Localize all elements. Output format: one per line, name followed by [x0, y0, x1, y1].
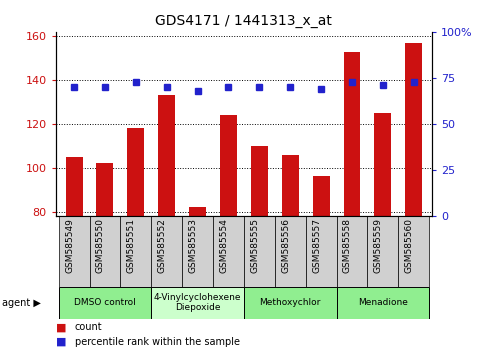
Text: GSM585558: GSM585558	[343, 218, 352, 273]
Bar	[89, 216, 120, 287]
Bar	[374, 113, 391, 216]
Bar	[66, 157, 83, 216]
Text: GSM585560: GSM585560	[405, 218, 414, 273]
Bar	[313, 177, 329, 216]
Text: ■: ■	[56, 322, 66, 332]
Text: GSM585552: GSM585552	[158, 218, 167, 273]
Bar	[244, 216, 275, 287]
Text: count: count	[75, 322, 102, 332]
Text: 4-Vinylcyclohexene
Diepoxide: 4-Vinylcyclohexene Diepoxide	[154, 293, 242, 312]
Text: GSM585555: GSM585555	[250, 218, 259, 273]
Bar	[128, 128, 144, 216]
Bar	[337, 287, 429, 319]
Text: GSM585559: GSM585559	[374, 218, 383, 273]
Text: GSM585550: GSM585550	[96, 218, 105, 273]
Title: GDS4171 / 1441313_x_at: GDS4171 / 1441313_x_at	[156, 14, 332, 28]
Text: GSM585553: GSM585553	[188, 218, 198, 273]
Bar	[282, 155, 298, 216]
Text: DMSO control: DMSO control	[74, 298, 136, 307]
Text: GSM585551: GSM585551	[127, 218, 136, 273]
Bar	[220, 115, 237, 216]
Bar	[158, 96, 175, 216]
Bar	[244, 287, 337, 319]
Bar	[343, 52, 360, 216]
Bar	[151, 216, 182, 287]
Text: GSM585556: GSM585556	[281, 218, 290, 273]
Text: percentile rank within the sample: percentile rank within the sample	[75, 337, 240, 347]
Bar	[189, 207, 206, 216]
Bar	[337, 216, 368, 287]
Text: GSM585549: GSM585549	[65, 218, 74, 273]
Bar	[58, 287, 151, 319]
Bar	[58, 216, 89, 287]
Text: ■: ■	[56, 337, 66, 347]
Bar	[405, 43, 422, 216]
Text: Menadione: Menadione	[358, 298, 408, 307]
Text: GSM585557: GSM585557	[312, 218, 321, 273]
Bar	[151, 287, 244, 319]
Bar	[182, 216, 213, 287]
Text: GSM585554: GSM585554	[219, 218, 228, 273]
Text: agent ▶: agent ▶	[2, 298, 41, 308]
Bar	[251, 146, 268, 216]
Bar	[97, 163, 114, 216]
Bar	[213, 216, 244, 287]
Text: Methoxychlor: Methoxychlor	[259, 298, 321, 307]
Bar	[275, 216, 306, 287]
Bar	[120, 216, 151, 287]
Bar	[398, 216, 429, 287]
Bar	[306, 216, 337, 287]
Bar	[368, 216, 398, 287]
